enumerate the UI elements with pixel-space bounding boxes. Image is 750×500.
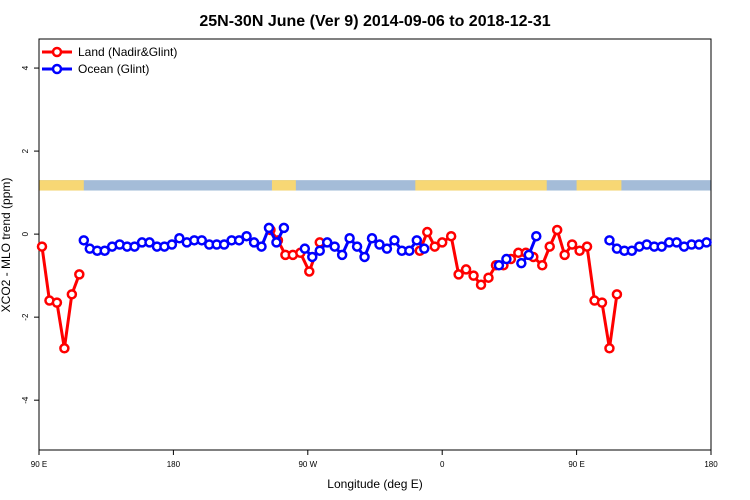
data-point [566,239,578,250]
x-tick-label: 90 E [568,460,584,469]
data-point [574,245,585,256]
data-point [304,266,315,277]
data-point [537,260,548,271]
data-point [74,269,85,280]
data-point [144,237,155,248]
data-point [196,235,208,246]
band-land-3 [576,180,622,191]
data-point [263,222,275,234]
data-point [307,251,318,263]
data-point [626,245,638,256]
data-point [604,235,615,246]
data-point [422,226,433,238]
data-point [329,241,340,252]
data-point [656,241,667,252]
legend-marker-land [51,46,63,58]
data-point [493,260,505,271]
y-axis-label: XCO2 - MLO trend (ppm) [0,178,13,313]
y-tick-label: -2 [21,313,30,321]
data-point [460,264,472,275]
data-point [233,235,245,246]
data-point [551,224,563,236]
x-tick-label: 0 [440,460,445,469]
data-point [99,245,110,256]
surface-band [39,180,711,191]
legend-item-ocean: Ocean (Glint) [42,62,149,76]
data-point [475,279,487,291]
data-point [166,239,178,250]
legend-label-land: Land (Nadir&Glint) [78,45,177,59]
data-point [411,235,423,246]
series-layer [36,222,712,354]
y-tick-label: 2 [21,148,30,153]
data-point [419,243,430,254]
data-point [218,239,230,250]
data-point [51,297,63,308]
band-ocean [39,180,711,191]
data-point [516,257,527,269]
band-land-2 [415,180,547,191]
y-tick-label: 0 [21,231,30,236]
chart-title: 25N-30N June (Ver 9) 2014-09-06 to 2018-… [199,13,550,30]
x-tick-label: 180 [704,460,718,469]
data-point [559,249,570,261]
data-point [604,343,615,354]
data-point [453,269,464,280]
data-point [129,241,140,252]
data-point [671,237,682,248]
data-point [59,343,70,354]
data-point [299,243,311,254]
data-point [581,241,593,252]
data-point [523,249,535,261]
data-point [389,235,400,246]
data-point [483,272,494,283]
data-point [351,241,363,252]
data-point [321,237,333,248]
band-land-0 [39,180,84,191]
data-point [366,233,378,244]
data-point [174,233,185,244]
data-point [445,230,457,242]
data-point [374,239,385,250]
data-point [359,251,370,263]
data-point [344,233,355,244]
x-tick-label: 90 E [31,460,47,469]
data-point [241,230,252,242]
data-point [336,249,348,261]
band-land-1 [271,180,296,191]
data-point [468,270,479,281]
data-point [314,245,325,256]
x-axis-label: Longitude (deg E) [327,477,422,491]
legend-item-land: Land (Nadir&Glint) [42,45,177,59]
data-point [66,289,78,300]
data-point [531,230,542,242]
data-point [501,253,512,265]
y-axis: -4 -2 0 2 4 [21,65,39,404]
data-point [544,241,555,252]
legend-label-ocean: Ocean (Glint) [78,62,149,76]
y-tick-label: 4 [21,65,30,70]
legend: Land (Nadir&Glint) Ocean (Glint) [42,45,177,76]
legend-marker-ocean [51,63,63,75]
series-1 [78,222,712,271]
data-point [381,243,393,254]
data-point [278,222,290,234]
data-point [429,241,440,252]
x-tick-label: 180 [167,460,181,469]
data-point [271,237,282,248]
y-tick-label: -4 [21,396,30,404]
data-point [611,289,623,300]
data-point [78,235,90,246]
x-axis: 90 E 180 90 W 0 90 E 180 [31,450,718,469]
data-point [436,237,448,248]
data-point [36,241,48,252]
data-point [404,245,415,256]
data-point [596,297,608,308]
data-point [248,237,260,248]
data-point [701,237,712,248]
data-point [256,241,267,252]
x-tick-label: 90 W [298,460,317,469]
